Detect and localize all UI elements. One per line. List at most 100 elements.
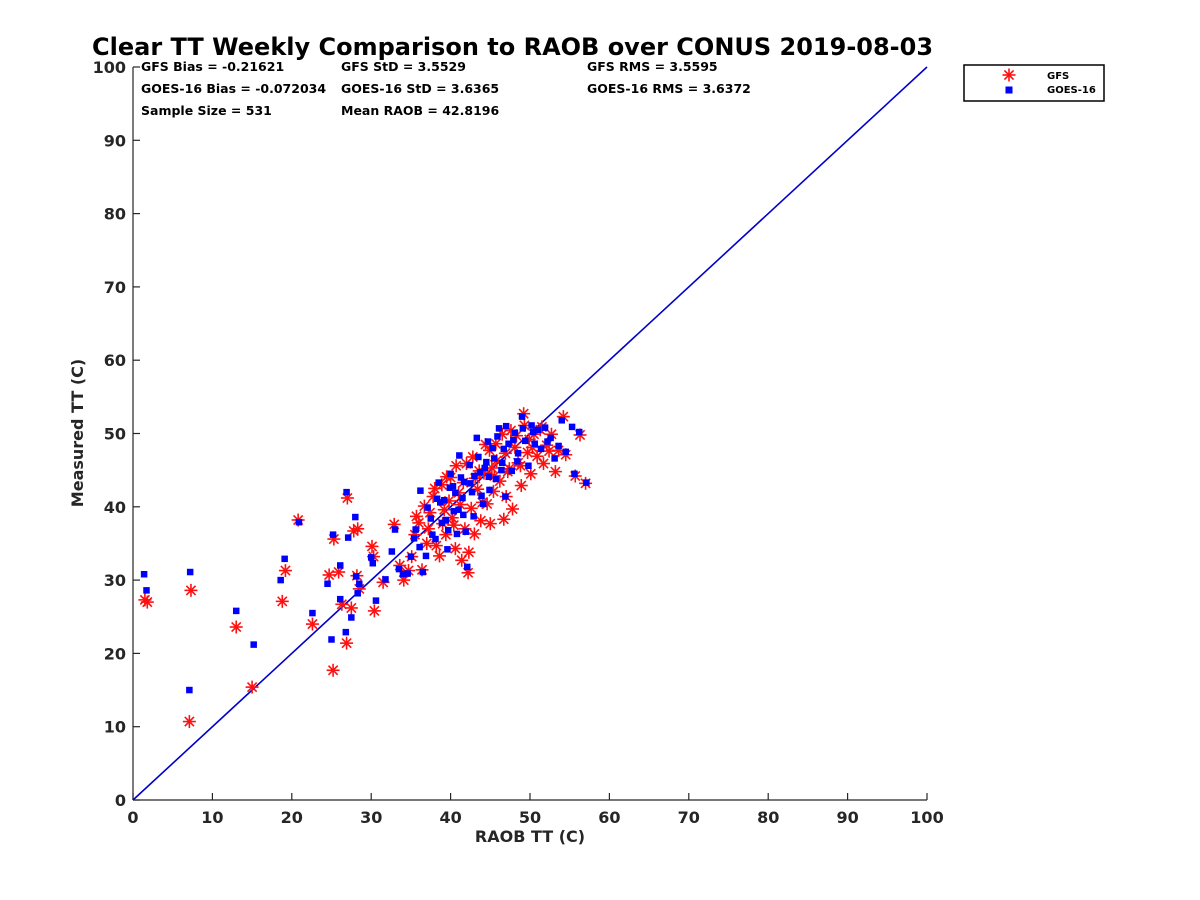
goes16-point: [382, 576, 389, 583]
goes16-point: [534, 426, 542, 434]
goes16-point: [348, 614, 355, 621]
gfs-point: [437, 503, 451, 517]
goes16-point: [494, 433, 501, 440]
goes16-point: [281, 555, 288, 563]
y-tick-label: 100: [93, 58, 126, 77]
goes-bias-stat: GOES-16 Bias = -0.072034: [141, 81, 326, 96]
goes16-point: [478, 492, 485, 500]
goes16-point: [429, 531, 436, 538]
data-points: [138, 407, 593, 729]
goes16-point: [424, 504, 431, 511]
goes16-point: [427, 515, 434, 522]
x-tick-label: 0: [127, 808, 138, 827]
x-tick-label: 60: [598, 808, 620, 827]
gfs-point: [182, 715, 196, 729]
goes16-point: [495, 425, 503, 432]
gfs-point: [393, 558, 407, 572]
goes16-point: [468, 488, 476, 496]
gfs-point: [536, 457, 550, 471]
y-tick-label: 20: [104, 644, 126, 663]
goes16-point: [352, 573, 360, 580]
goes16-point: [450, 507, 458, 515]
gfs-point: [351, 522, 365, 536]
legend: GFS GOES-16: [963, 64, 1105, 102]
goes16-point: [479, 500, 487, 508]
goes16-point: [475, 453, 482, 461]
goes16-point: [232, 607, 240, 615]
y-tick-label: 60: [104, 351, 126, 370]
legend-gfs-marker: [1002, 68, 1016, 82]
goes16-point: [547, 434, 554, 442]
goes16-point: [502, 493, 509, 500]
goes16-point: [453, 530, 461, 538]
goes16-point: [449, 483, 457, 490]
goes16-point: [498, 459, 506, 467]
goes16-point: [309, 609, 316, 617]
gfs-point: [305, 617, 319, 631]
goes16-point: [367, 554, 375, 561]
legend-box: [963, 64, 1105, 102]
gfs-point: [464, 501, 478, 515]
goes16-point: [440, 496, 448, 504]
goes-rms-stat: GOES-16 RMS = 3.6372: [587, 81, 751, 96]
goes16-point: [562, 448, 569, 456]
goes16-point: [489, 444, 496, 452]
y-tick-label: 10: [104, 718, 126, 737]
goes16-point: [444, 546, 451, 553]
goes16-point: [395, 565, 403, 573]
gfs-point: [278, 564, 292, 578]
mean-raob-stat: Mean RAOB = 42.8196: [341, 103, 499, 118]
x-axis-label: RAOB TT (C): [475, 827, 585, 846]
gfs-point: [344, 601, 358, 615]
goes16-point: [143, 587, 150, 594]
gfs-point: [524, 467, 538, 481]
gfs-std-stat: GFS StD = 3.5529: [341, 59, 466, 74]
goes-std-stat: GOES-16 StD = 3.6365: [341, 81, 499, 96]
goes16-point: [508, 467, 515, 475]
gfs-point: [326, 663, 340, 677]
gfs-point: [449, 459, 463, 473]
goes16-point: [476, 469, 484, 476]
goes16-point: [352, 513, 359, 521]
gfs-point: [340, 636, 354, 650]
goes16-point: [471, 472, 478, 480]
goes16-point: [531, 440, 539, 448]
chart-title: Clear TT Weekly Comparison to RAOB over …: [92, 33, 933, 61]
axis-ticks: 0 10 20 30 40 50 60 70 80 90 100 0 10 20 30 40 50 60 70 80 9…: [93, 58, 944, 827]
goes16-point: [399, 570, 407, 578]
y-tick-label: 90: [104, 131, 126, 150]
goes16-point: [410, 535, 418, 542]
x-tick-label: 20: [281, 808, 303, 827]
goes16-point: [558, 417, 566, 424]
goes16-point: [551, 455, 558, 462]
goes16-point: [544, 438, 551, 445]
goes16-point: [435, 479, 442, 486]
goes16-point: [412, 526, 419, 533]
goes16-point: [391, 526, 399, 533]
goes16-point: [433, 495, 441, 502]
goes16-point: [464, 563, 471, 571]
gfs-point: [229, 620, 243, 634]
goes16-point: [485, 473, 492, 480]
gfs-point: [245, 680, 259, 694]
gfs-point: [483, 517, 497, 531]
gfs-point: [542, 444, 556, 458]
goes16-point: [510, 436, 517, 444]
goes16-point: [388, 548, 396, 555]
gfs-point: [548, 465, 562, 479]
goes16-point: [568, 423, 576, 431]
goes16-point: [438, 519, 446, 527]
legend-goes-label: GOES-16: [1047, 85, 1096, 96]
goes16-point: [416, 543, 423, 551]
gfs-bias-stat: GFS Bias = -0.21621: [141, 59, 284, 74]
goes16-point: [460, 511, 467, 519]
goes16-point: [336, 595, 344, 603]
gfs-point: [467, 527, 481, 541]
goes16-point: [498, 466, 505, 474]
goes16-point: [466, 461, 473, 469]
legend-goes-square: [1005, 86, 1013, 94]
gfs-point: [420, 536, 434, 550]
y-tick-label: 0: [115, 791, 126, 810]
y-tick-label: 70: [104, 278, 126, 297]
goes16-point: [555, 442, 562, 450]
